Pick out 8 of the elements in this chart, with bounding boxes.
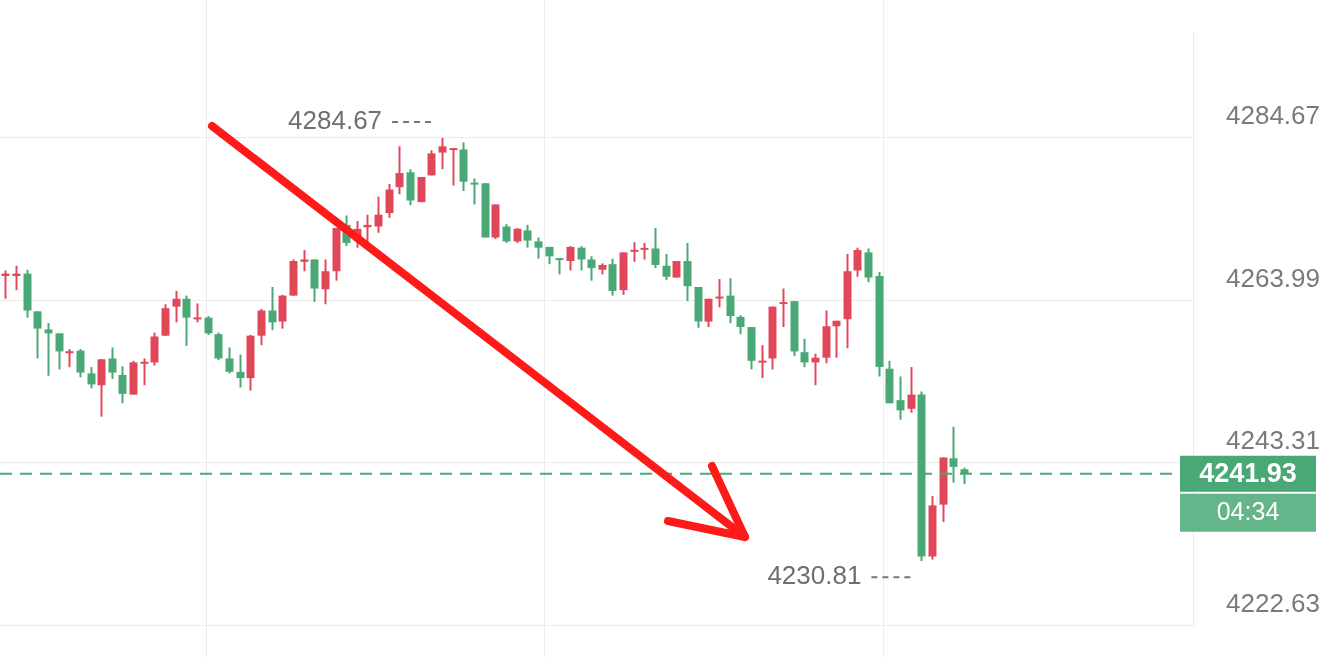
text: 04:34 [1216, 496, 1280, 525]
ref-line-label: 4241.93 [1199, 458, 1297, 489]
y-tick-label: 4284.67 [1226, 100, 1320, 131]
y-tick-label: 4263.99 [1226, 262, 1320, 293]
y-tick-label: 4243.31 [1226, 425, 1320, 456]
annotation: 4284.67 [288, 105, 383, 136]
annotation: 4230.81 [767, 560, 862, 591]
y-tick-label: 4222.63 [1226, 587, 1320, 618]
